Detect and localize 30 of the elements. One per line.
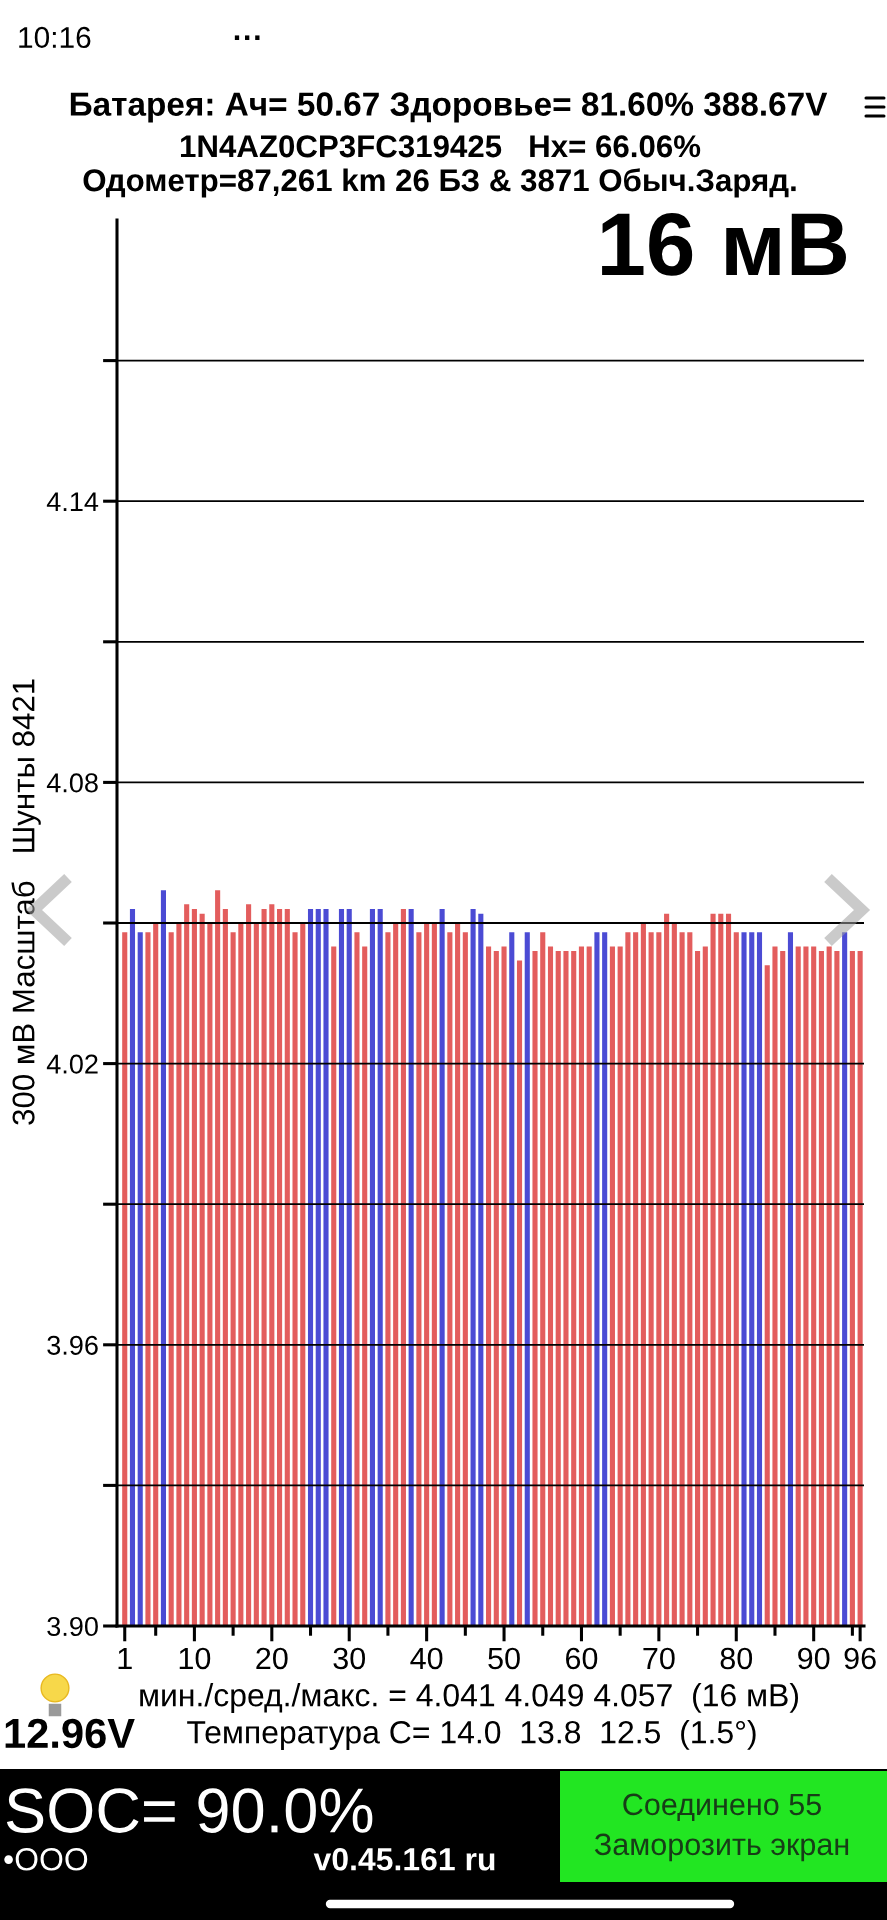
text: v0.45.161 ru <box>313 1847 495 1871</box>
x-tick-label: 70 <box>643 1647 675 1670</box>
annotation: 16 мВ <box>602 212 846 276</box>
x-tick-label: 96 <box>844 1647 876 1670</box>
x-tick-label: 30 <box>333 1647 366 1670</box>
text: 12.96V <box>5 1718 135 1749</box>
text: Температура С= 14.0 13.8 12.5 (1.5°) <box>187 1720 756 1750</box>
x-tick-label: 40 <box>410 1647 443 1670</box>
chart-subtitle: 1N4AZ0CP3FC319425 Hx= 66.06% Одометр=87,261 km 26 БЗ & 3871 Обыч.Заряд. <box>83 135 796 198</box>
text: ··· <box>234 35 260 40</box>
chart-title: Батарея: Ач= 50.67 Здоровье= 81.60% 388.67V <box>70 92 828 123</box>
y-tick-label: 3.96 <box>47 1335 98 1355</box>
x-tick-label: 20 <box>256 1647 288 1670</box>
x-tick-label: 10 <box>179 1647 211 1670</box>
text: •OOO <box>4 1847 88 1871</box>
x-tick-label: 50 <box>488 1647 520 1670</box>
x-tick-label: 1 <box>118 1647 132 1669</box>
text: мин./сред./макс. = 4.041 4.049 4.057 (16 мВ) <box>140 1683 799 1713</box>
y-tick-label: 3.90 <box>47 1616 98 1637</box>
y-tick-label: 4.14 <box>46 492 99 512</box>
x-tick-label: 90 <box>798 1647 830 1670</box>
text: Соединено 55 <box>623 1793 821 1821</box>
y-tick-label: 4.02 <box>46 1054 98 1074</box>
y-axis-title: 300 мВ Масштаб Шунты 8421 <box>11 679 41 1125</box>
x-tick-label: 80 <box>720 1647 753 1670</box>
text: 10:16 <box>19 26 91 49</box>
y-tick-label: 4.08 <box>46 773 98 793</box>
text: SOC= 90.0% <box>6 1788 373 1833</box>
text: Заморозить экран <box>594 1833 849 1862</box>
x-tick-label: 60 <box>566 1647 598 1670</box>
